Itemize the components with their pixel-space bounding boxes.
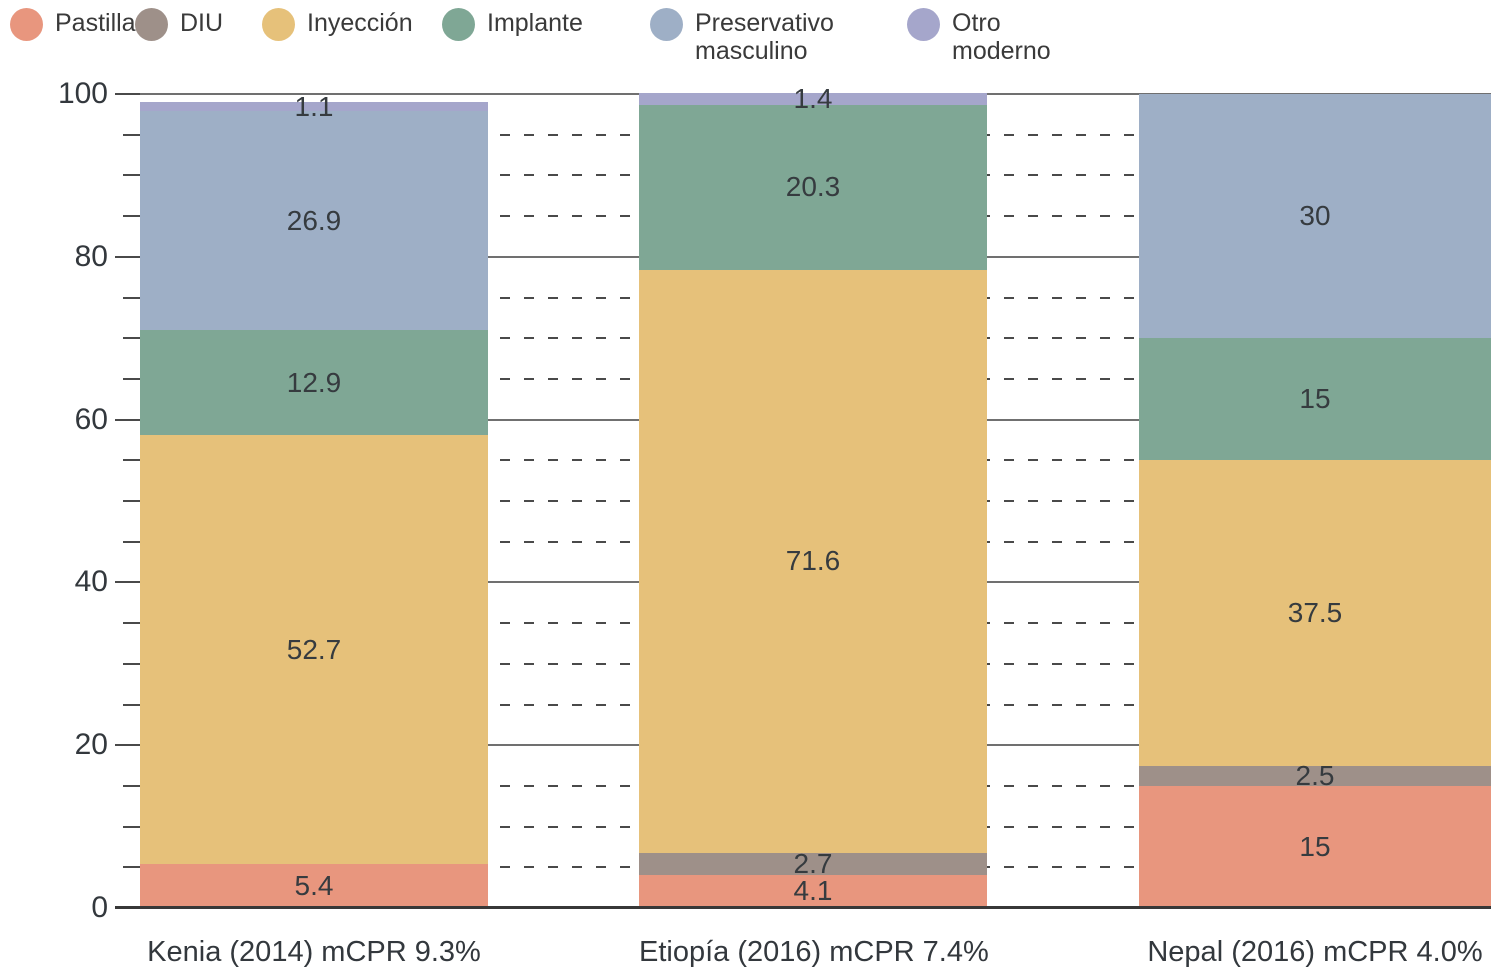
- segment-value-label: 20.3: [785, 171, 841, 203]
- segment-value-label: 15: [1299, 830, 1331, 862]
- legend-label: Otro moderno: [952, 9, 1051, 65]
- segment-pastilla: 15: [1139, 785, 1491, 908]
- legend-label: Pastilla: [55, 9, 136, 37]
- segment-preservativo-masculino: 26.9: [140, 111, 488, 331]
- y-tick-95: [123, 133, 140, 136]
- x-axis-label-kenia: Kenia (2014) mCPR 9.3%: [147, 936, 481, 968]
- y-tick-45: [123, 540, 140, 543]
- segment-implante: 20.3: [639, 104, 987, 270]
- segment-value-label: 5.4: [294, 870, 334, 902]
- legend-swatch-inyeccion: [262, 8, 295, 41]
- segment-otro-moderno: 1.4: [639, 83, 987, 114]
- y-tick-15: [123, 784, 140, 787]
- segment-value-label: 26.9: [286, 204, 342, 236]
- legend-swatch-implante: [442, 8, 475, 41]
- legend-swatch-preservativo-masculino: [650, 8, 683, 41]
- y-tick-55: [123, 459, 140, 462]
- segment-value-label: 71.6: [785, 545, 841, 577]
- segment-value-label: 37.5: [1287, 596, 1343, 628]
- segment-implante: 12.9: [140, 330, 488, 436]
- legend: Pastilla DIU Inyección Implante Preservativo…: [0, 0, 1504, 80]
- segment-implante: 15: [1139, 338, 1491, 461]
- y-tick-60: [115, 418, 140, 421]
- x-axis-label-nepal: Nepal (2016) mCPR 4.0%: [1147, 936, 1483, 968]
- segment-value-label: 1.4: [793, 82, 833, 114]
- y-tick-10: [123, 825, 140, 828]
- legend-label: DIU: [180, 9, 224, 37]
- segment-diu: 2.7: [639, 848, 987, 879]
- y-tick-90: [123, 174, 140, 177]
- bar-nepal: 15 2.5 37.5 15 30: [1139, 94, 1491, 908]
- segment-diu: 2.5: [1139, 760, 1491, 791]
- y-axis-label-60: 60: [74, 402, 108, 436]
- segment-value-label: 52.7: [286, 633, 342, 665]
- y-tick-85: [123, 215, 140, 218]
- y-tick-75: [123, 296, 140, 299]
- segment-value-label: 2.7: [793, 847, 833, 879]
- segment-inyeccion: 71.6: [639, 269, 987, 853]
- segment-value-label: 15: [1299, 383, 1331, 415]
- legend-item-diu: DIU: [135, 8, 223, 41]
- y-tick-100: [115, 93, 140, 95]
- bar-etiopia: 4.1 2.7 71.6 20.3 1.4: [639, 83, 987, 908]
- y-tick-30: [123, 662, 140, 665]
- legend-item-otro-moderno: Otro moderno: [907, 8, 1102, 65]
- y-tick-20: [115, 744, 140, 747]
- y-tick-70: [123, 337, 140, 340]
- plot-area: 5.4 52.7 12.9 26.9 1.1 4.1 2.7 71.6 20.3 1.4 15 2.5…: [115, 83, 1491, 909]
- legend-item-pastilla: Pastilla: [10, 8, 136, 41]
- x-axis-labels: Kenia (2014) mCPR 9.3% Etiopía (2016) mCP…: [140, 930, 1491, 974]
- y-axis-label-0: 0: [91, 891, 108, 924]
- y-tick-5: [123, 866, 140, 869]
- segment-value-label: 1.1: [294, 90, 334, 122]
- x-axis-line: [115, 906, 1491, 909]
- x-axis-label-etiopia: Etiopía (2016) mCPR 7.4%: [639, 936, 989, 968]
- y-axis-label-20: 20: [74, 728, 108, 762]
- bar-kenia: 5.4 52.7 12.9 26.9 1.1: [140, 91, 488, 908]
- segment-value-label: 12.9: [286, 366, 342, 398]
- legend-item-preservativo-masculino: Preservativo masculino: [650, 8, 845, 65]
- legend-label: Preservativo masculino: [695, 9, 834, 65]
- y-tick-65: [123, 377, 140, 380]
- segment-pastilla: 4.1: [639, 874, 987, 908]
- legend-item-implante: Implante: [442, 8, 583, 41]
- y-tick-50: [123, 500, 140, 502]
- legend-swatch-pastilla: [10, 8, 43, 41]
- y-tick-80: [115, 255, 140, 258]
- legend-item-inyeccion: Inyección: [262, 8, 413, 41]
- y-tick-35: [123, 622, 140, 625]
- y-axis-label-40: 40: [74, 565, 108, 599]
- segment-value-label: 2.5: [1295, 759, 1335, 791]
- y-axis-label-100: 100: [57, 77, 108, 110]
- segment-preservativo-masculino: 30: [1139, 94, 1491, 339]
- segment-inyeccion: 37.5: [1139, 460, 1491, 766]
- y-axis-label-80: 80: [74, 239, 108, 273]
- legend-label: Inyección: [307, 9, 413, 37]
- segment-value-label: 30: [1299, 200, 1331, 232]
- segment-value-label: 4.1: [793, 875, 833, 907]
- legend-swatch-diu: [135, 8, 168, 41]
- legend-label: Implante: [487, 9, 583, 37]
- segment-otro-moderno: 1.1: [140, 91, 488, 122]
- legend-swatch-otro-moderno: [907, 8, 940, 41]
- segment-inyeccion: 52.7: [140, 435, 488, 865]
- y-axis-labels: 0 20 40 60 80 100: [0, 0, 112, 974]
- y-tick-40: [115, 581, 140, 584]
- segment-pastilla: 5.4: [140, 864, 488, 908]
- y-tick-25: [123, 703, 140, 706]
